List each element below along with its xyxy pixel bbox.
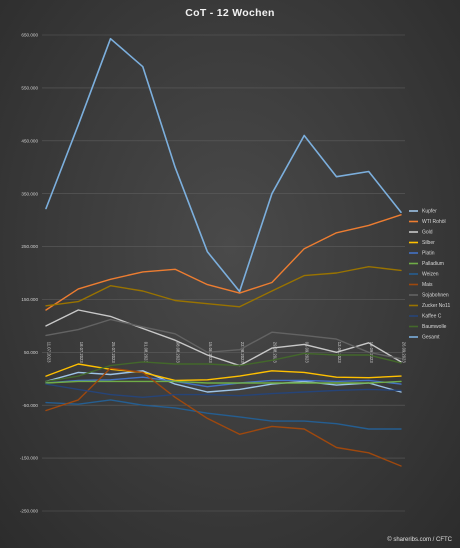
legend-label: WTI Rohöl bbox=[422, 219, 446, 225]
series-line bbox=[45, 367, 402, 467]
series-line bbox=[45, 399, 402, 430]
source-credit: © shareribs.com / CFTC bbox=[387, 536, 452, 543]
y-tick-label: 250.000 bbox=[21, 244, 38, 249]
y-axis: 650.000 550.000 450.000 350.000 250.000 150.0… bbox=[20, 33, 39, 514]
y-tick-label: 450.000 bbox=[21, 138, 38, 143]
series-line bbox=[45, 37, 402, 293]
series-line bbox=[45, 352, 402, 383]
legend-label: Kupfer bbox=[422, 209, 437, 215]
y-tick-label: -150.000 bbox=[20, 456, 39, 461]
x-tick-label: 26.09.2023 bbox=[402, 342, 407, 364]
legend: Kupfer WTI Rohöl Gold Silber Platin Palladium… bbox=[409, 209, 450, 341]
y-tick-label: 650.000 bbox=[21, 33, 38, 38]
chart-title: CoT - 12 Wochen bbox=[185, 7, 274, 19]
plot-area bbox=[45, 37, 402, 467]
x-tick-label: 25.07.2023 bbox=[111, 342, 116, 364]
legend-label: Platin bbox=[422, 251, 435, 257]
legend-label: Kaffee C bbox=[422, 314, 442, 320]
series-line bbox=[45, 376, 402, 388]
x-tick-label: 12.09.2023 bbox=[337, 342, 342, 364]
y-tick-label: 350.000 bbox=[21, 191, 38, 196]
series-line bbox=[45, 363, 402, 382]
y-tick-label: 150.000 bbox=[21, 297, 38, 302]
series-line bbox=[45, 383, 402, 398]
legend-label: Mais bbox=[422, 282, 433, 288]
series-line bbox=[45, 214, 402, 311]
x-tick-label: 01.08.2023 bbox=[143, 342, 148, 364]
series-line bbox=[45, 318, 402, 360]
legend-label: Zucker No11 bbox=[422, 303, 450, 309]
x-tick-label: 22.08.2023 bbox=[240, 342, 245, 364]
x-tick-label: 11.07.2023 bbox=[47, 342, 52, 363]
series-line bbox=[45, 266, 402, 308]
y-tick-label: 50.000 bbox=[24, 350, 38, 355]
legend-label: Gesamt bbox=[422, 335, 440, 341]
x-tick-label: 08.08.2023 bbox=[176, 342, 181, 364]
y-tick-label: -50.000 bbox=[22, 403, 38, 408]
grid bbox=[42, 34, 405, 512]
x-tick-label: 18.07.2023 bbox=[79, 342, 84, 364]
x-tick-label: 29.08.2023 bbox=[272, 342, 277, 364]
x-tick-label: 05.09.2023 bbox=[305, 342, 310, 364]
y-tick-label: 550.000 bbox=[21, 85, 38, 90]
series-line bbox=[45, 309, 402, 367]
y-tick-label: -250.000 bbox=[20, 509, 39, 514]
legend-label: Sojabohnen bbox=[422, 293, 449, 299]
legend-label: Silber bbox=[422, 240, 435, 246]
series-line bbox=[45, 380, 402, 384]
legend-label: Baumwolle bbox=[422, 324, 447, 330]
legend-label: Palladium bbox=[422, 261, 444, 267]
legend-label: Gold bbox=[422, 230, 433, 236]
legend-label: Weizen bbox=[422, 272, 439, 278]
